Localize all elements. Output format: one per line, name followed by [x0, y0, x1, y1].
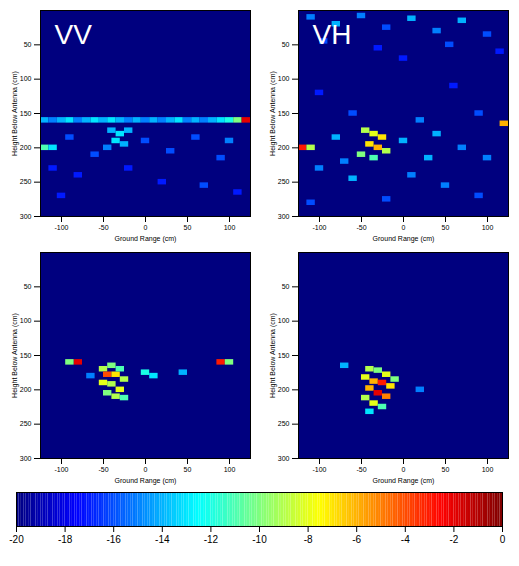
svg-text:-6: -6: [352, 534, 361, 545]
svg-text:50: 50: [184, 466, 192, 473]
svg-text:150: 150: [20, 110, 32, 117]
svg-text:-100: -100: [54, 224, 68, 231]
svg-text:250: 250: [278, 178, 290, 185]
svg-text:100: 100: [20, 75, 32, 82]
svg-text:Ground Range (cm): Ground Range (cm): [115, 235, 177, 243]
svg-text:250: 250: [20, 420, 32, 427]
svg-text:100: 100: [278, 75, 290, 82]
svg-text:150: 150: [278, 110, 290, 117]
svg-text:50: 50: [24, 283, 32, 290]
svg-text:-12: -12: [204, 534, 219, 545]
svg-text:-14: -14: [155, 534, 170, 545]
svg-text:300: 300: [278, 455, 290, 462]
svg-text:50: 50: [442, 224, 450, 231]
svg-text:-50: -50: [356, 466, 366, 473]
svg-text:-4: -4: [401, 534, 410, 545]
svg-text:-10: -10: [252, 534, 267, 545]
svg-text:300: 300: [20, 455, 32, 462]
svg-text:Ground Range (cm): Ground Range (cm): [373, 235, 435, 243]
svg-text:Ground Range (cm): Ground Range (cm): [373, 477, 435, 485]
svg-text:50: 50: [24, 41, 32, 48]
svg-text:100: 100: [224, 466, 236, 473]
svg-text:100: 100: [482, 466, 494, 473]
svg-text:0: 0: [144, 224, 148, 231]
svg-text:Height Below Antenna (cm): Height Below Antenna (cm): [269, 71, 277, 156]
svg-text:0: 0: [500, 534, 506, 545]
svg-text:200: 200: [278, 386, 290, 393]
svg-text:Height Below Antenna (cm): Height Below Antenna (cm): [11, 71, 19, 156]
svg-text:-50: -50: [98, 466, 108, 473]
svg-text:Height Below Antenna (cm): Height Below Antenna (cm): [269, 313, 277, 398]
svg-text:200: 200: [20, 144, 32, 151]
svg-text:50: 50: [282, 41, 290, 48]
svg-text:150: 150: [278, 352, 290, 359]
svg-text:VV: VV: [55, 19, 93, 50]
svg-text:200: 200: [278, 144, 290, 151]
svg-text:Ground Range (cm): Ground Range (cm): [115, 477, 177, 485]
svg-text:Height Below Antenna (cm): Height Below Antenna (cm): [11, 313, 19, 398]
svg-text:250: 250: [278, 420, 290, 427]
svg-text:0: 0: [144, 466, 148, 473]
svg-text:100: 100: [224, 224, 236, 231]
svg-text:-2: -2: [449, 534, 458, 545]
svg-text:0: 0: [402, 466, 406, 473]
svg-text:0: 0: [402, 224, 406, 231]
svg-text:300: 300: [20, 213, 32, 220]
svg-text:-100: -100: [312, 466, 326, 473]
svg-text:250: 250: [20, 178, 32, 185]
svg-text:300: 300: [278, 213, 290, 220]
svg-text:-100: -100: [312, 224, 326, 231]
svg-text:200: 200: [20, 386, 32, 393]
svg-text:-18: -18: [58, 534, 73, 545]
svg-text:-20: -20: [9, 534, 24, 545]
svg-text:150: 150: [20, 352, 32, 359]
svg-text:100: 100: [20, 317, 32, 324]
svg-text:-50: -50: [356, 224, 366, 231]
svg-text:50: 50: [282, 283, 290, 290]
svg-text:100: 100: [278, 317, 290, 324]
svg-text:-8: -8: [304, 534, 313, 545]
svg-text:-100: -100: [54, 466, 68, 473]
svg-text:100: 100: [482, 224, 494, 231]
svg-text:-16: -16: [106, 534, 121, 545]
svg-text:50: 50: [184, 224, 192, 231]
svg-text:-50: -50: [98, 224, 108, 231]
svg-text:VH: VH: [313, 19, 352, 50]
svg-text:50: 50: [442, 466, 450, 473]
